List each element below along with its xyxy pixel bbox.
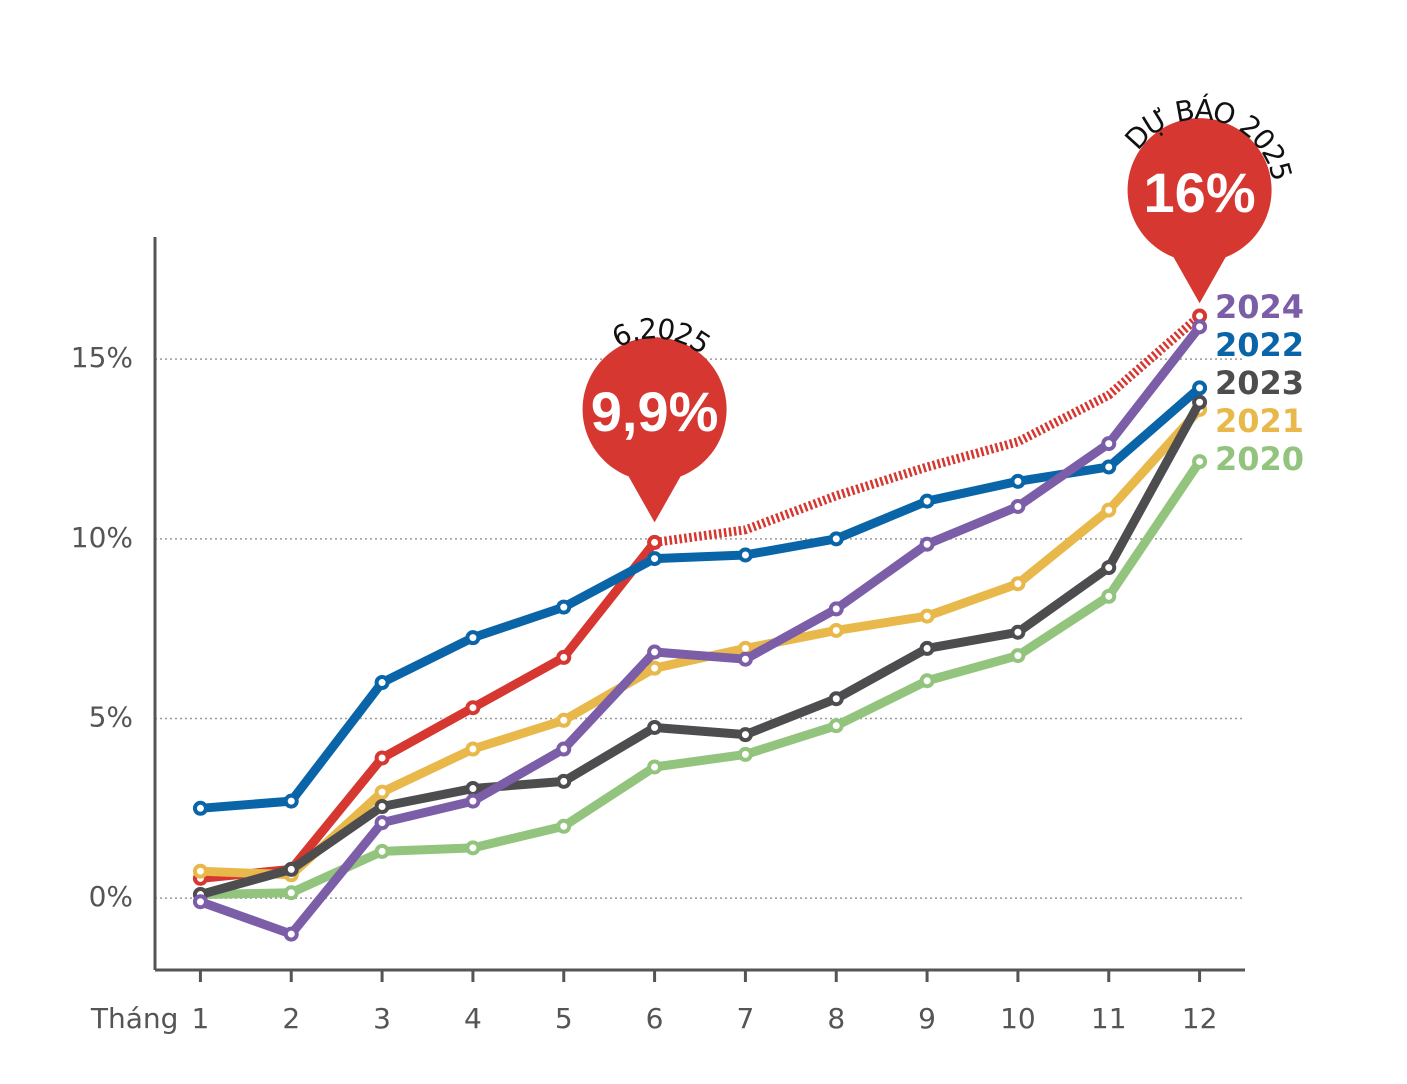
y-tick-label: 10% — [71, 521, 133, 554]
point — [1010, 498, 1026, 514]
point — [1192, 319, 1208, 335]
point — [647, 644, 663, 660]
point — [283, 885, 299, 901]
point — [1101, 459, 1117, 475]
x-tick-label: 3 — [373, 1002, 391, 1035]
series-line — [199, 400, 1204, 899]
point — [1010, 648, 1026, 664]
x-tick-label: 1 — [192, 1002, 210, 1035]
point — [192, 894, 208, 910]
callout-value: 16% — [1144, 161, 1256, 224]
point — [283, 926, 299, 942]
point — [283, 861, 299, 877]
y-tick-label: 5% — [89, 700, 133, 733]
point — [556, 773, 572, 789]
point — [374, 799, 390, 815]
x-tick-label: 9 — [918, 1002, 936, 1035]
point — [1192, 394, 1208, 410]
point — [919, 673, 935, 689]
x-tick-label: 4 — [464, 1002, 482, 1035]
x-tick-label: 5 — [555, 1002, 573, 1035]
point — [1101, 560, 1117, 576]
point — [647, 551, 663, 567]
point — [647, 660, 663, 676]
point — [1010, 473, 1026, 489]
point — [374, 750, 390, 766]
point — [1010, 624, 1026, 640]
point — [192, 863, 208, 879]
point — [1101, 502, 1117, 518]
x-tick-label: 12 — [1182, 1002, 1218, 1035]
y-tick-label: 15% — [71, 341, 133, 374]
point — [1192, 380, 1208, 396]
x-tick-label: 11 — [1091, 1002, 1127, 1035]
point — [465, 630, 481, 646]
point — [919, 640, 935, 656]
point — [556, 712, 572, 728]
point — [828, 531, 844, 547]
point — [919, 493, 935, 509]
point — [192, 800, 208, 816]
point — [556, 818, 572, 834]
point — [465, 840, 481, 856]
point — [919, 536, 935, 552]
callout-value: 9,9% — [591, 380, 719, 443]
point — [465, 793, 481, 809]
point — [374, 675, 390, 691]
point — [374, 784, 390, 800]
point — [647, 719, 663, 735]
x-axis-label: Tháng — [90, 1002, 179, 1035]
point — [465, 700, 481, 716]
point — [465, 781, 481, 797]
forecast-line — [653, 312, 1203, 547]
point — [828, 622, 844, 638]
x-tick-label: 6 — [646, 1002, 664, 1035]
point — [828, 691, 844, 707]
point — [556, 741, 572, 757]
point — [1010, 576, 1026, 592]
point — [737, 547, 753, 563]
point — [556, 599, 572, 615]
legend-label: 2023 — [1215, 364, 1304, 402]
x-tick-label: 8 — [827, 1002, 845, 1035]
point — [1101, 436, 1117, 452]
series-line — [198, 324, 1204, 939]
point — [737, 746, 753, 762]
series-line — [200, 459, 1204, 900]
point — [919, 608, 935, 624]
x-tick-label: 10 — [1000, 1002, 1036, 1035]
point — [647, 534, 663, 550]
legend-label: 2020 — [1215, 440, 1304, 478]
y-tick-label: 0% — [89, 880, 133, 913]
point — [465, 741, 481, 757]
point — [828, 718, 844, 734]
point — [1101, 588, 1117, 604]
point — [737, 727, 753, 743]
point — [283, 793, 299, 809]
series-line — [200, 384, 1203, 813]
point — [1192, 454, 1208, 470]
point — [828, 601, 844, 617]
legend-label: 2022 — [1215, 326, 1304, 364]
point — [374, 843, 390, 859]
point — [647, 759, 663, 775]
callout-pin — [1127, 118, 1272, 304]
point — [737, 651, 753, 667]
legend-label: 2021 — [1215, 402, 1304, 440]
legend-label: 2024 — [1215, 288, 1304, 326]
x-tick-label: 2 — [282, 1002, 300, 1035]
point — [556, 649, 572, 665]
x-tick-label: 7 — [737, 1002, 755, 1035]
point — [374, 815, 390, 831]
callout-pin — [582, 337, 727, 523]
